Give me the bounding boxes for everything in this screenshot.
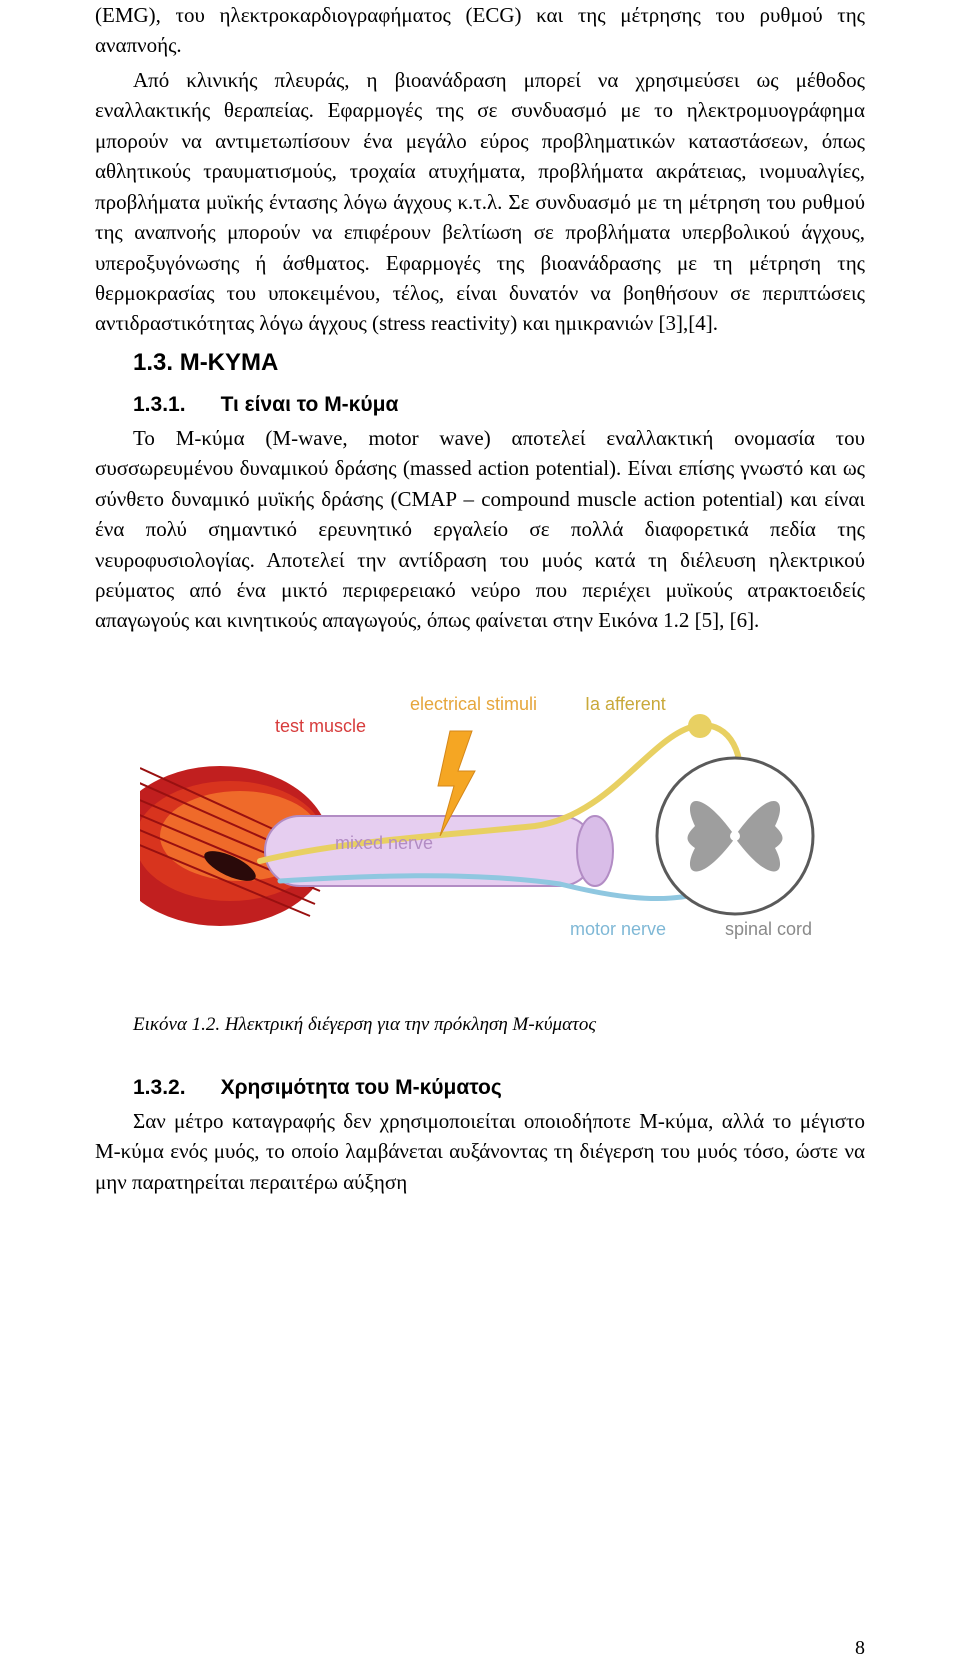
heading-1-3-1: 1.3.1. Τι είναι το Μ-κύμα [133,393,865,417]
motor-nerve-line [280,876,730,899]
label-motor-nerve: motor nerve [570,919,666,940]
figure-canvas: test muscle electrical stimuli Ia affere… [140,676,820,996]
figure-svg [140,676,820,996]
paragraph-1: (EMG), του ηλεκτροκαρδιογραφήματος (ECG)… [95,0,865,61]
paragraph-2: Από κλινικής πλευράς, η βιοανάδραση μπορ… [95,65,865,339]
paragraph-4: Σαν μέτρο καταγραφής δεν χρησιμοποιείται… [95,1106,865,1197]
ia-ganglion [688,714,712,738]
heading-1-3-1-text: Τι είναι το Μ-κύμα [221,393,399,416]
label-test-muscle: test muscle [275,716,366,737]
heading-1-3: 1.3. Μ-ΚΥΜΑ [133,349,865,377]
heading-1-3-1-number: 1.3.1. [133,393,186,416]
heading-1-3-2-number: 1.3.2. [133,1076,186,1099]
label-electrical-stimuli: electrical stimuli [410,694,537,715]
heading-1-3-2-text: Χρησιμότητα του Μ-κύματος [221,1076,502,1099]
label-ia-afferent: Ia afferent [585,694,666,715]
page: (EMG), του ηλεκτροκαρδιογραφήματος (ECG)… [0,0,960,1678]
label-mixed-nerve: mixed nerve [335,833,433,854]
figure-caption: Εικόνα 1.2. Ηλεκτρική διέγερση για την π… [133,1014,865,1036]
heading-1-3-2: 1.3.2. Χρησιμότητα του Μ-κύματος [133,1076,865,1100]
figure-1-2: test muscle electrical stimuli Ia affere… [95,676,865,996]
spinal-cord-shape [657,758,813,914]
label-spinal-cord: spinal cord [725,919,812,940]
paragraph-3: Το M-κύμα (M-wave, motor wave) αποτελεί … [95,423,865,636]
page-number: 8 [855,1637,865,1660]
